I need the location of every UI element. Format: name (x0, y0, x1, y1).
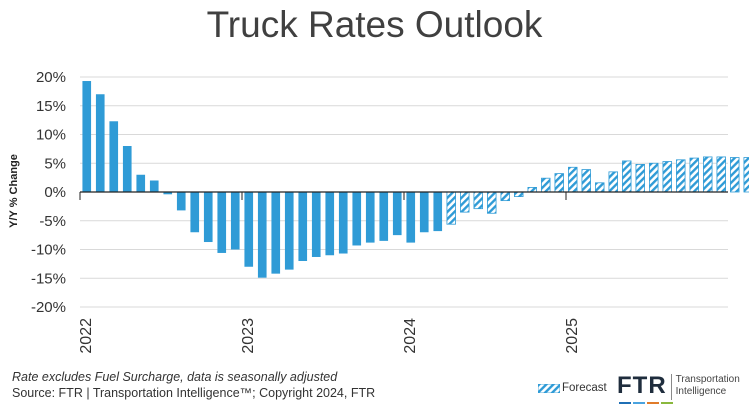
actual-bar (149, 180, 159, 192)
actual-bar (365, 192, 375, 243)
y-tick-label: 20% (36, 69, 66, 86)
actual-bar (203, 192, 213, 243)
forecast-bar (446, 191, 456, 225)
actual-bar (433, 192, 443, 232)
actual-bar (257, 192, 267, 278)
forecast-bar (460, 191, 470, 213)
chart-title: Truck Rates Outlook (206, 4, 543, 45)
bar-chart: 20%15%10%5%0%-5%-10%-15%-20% 2022 2023 202… (31, 69, 749, 354)
y-tick-label: -5% (39, 213, 66, 230)
forecast-bar (703, 156, 713, 193)
logo-tagline: Transportation Intelligence (676, 374, 740, 398)
y-tick-label: 10% (36, 127, 66, 144)
logo-color-stripes (619, 402, 673, 404)
year-label: 2025 (564, 318, 581, 354)
legend-forecast-label: Forecast (562, 382, 607, 394)
actual-bar (338, 192, 348, 254)
y-tick-label: -10% (31, 242, 66, 259)
forecast-bar (514, 191, 524, 197)
forecast-bar (635, 163, 645, 193)
logo-tagline-line2: Intelligence (675, 386, 727, 397)
logo-divider (670, 374, 672, 400)
forecast-bar (689, 157, 699, 193)
year-labels: 2022 2023 2024 2025 (78, 318, 581, 354)
forecast-bar (743, 157, 749, 193)
actual-bar (419, 192, 429, 233)
year-label: 2023 (240, 318, 257, 354)
forecast-bar (527, 186, 537, 193)
forecast-bar (676, 159, 686, 193)
forecast-bar (554, 173, 564, 193)
actual-bar (217, 192, 227, 253)
actual-bar (176, 192, 186, 211)
footnote-source: Source: FTR | Transportation Intelligenc… (12, 386, 376, 400)
forecast-bar (487, 191, 497, 214)
legend: Forecast (538, 382, 607, 394)
year-label: 2022 (78, 318, 95, 354)
forecast-bar (662, 161, 672, 193)
actual-bar (298, 192, 308, 261)
actual-bar (271, 192, 281, 274)
actual-bar (325, 192, 335, 256)
x-axis (79, 191, 728, 200)
forecast-bar (649, 162, 659, 193)
forecast-bar (500, 191, 510, 202)
y-tick-label: 15% (36, 98, 66, 115)
actual-bar (136, 174, 146, 192)
actual-bar (284, 192, 294, 270)
logo-stripe (633, 402, 645, 404)
y-axis-label: Y/Y % Change (8, 154, 20, 228)
actual-bar (109, 121, 119, 192)
y-tick-label: -15% (31, 270, 66, 287)
forecast-bar (730, 157, 740, 193)
forecast-bar (716, 156, 726, 193)
logo-stripe (647, 402, 659, 404)
actual-bar (190, 192, 200, 233)
actual-bar (311, 192, 321, 257)
forecast-bar (473, 191, 483, 210)
actual-bar (230, 192, 240, 250)
y-tick-labels: 20% 15% 10% 5% 0% -5% -10% -15% -20% (31, 69, 66, 316)
logo-stripe (619, 402, 631, 404)
y-gridlines (80, 76, 728, 308)
actual-bar (95, 94, 105, 192)
y-tick-label: 5% (44, 155, 66, 172)
actual-bar (122, 146, 132, 192)
y-tick-label: 0% (44, 184, 66, 201)
logo-stripe (661, 402, 673, 404)
forecast-bar (595, 182, 605, 193)
forecast-bar (581, 169, 591, 193)
forecast-bar (622, 160, 632, 193)
forecast-bar (608, 171, 618, 193)
actual-bar (392, 192, 402, 236)
actual-bar (244, 192, 254, 267)
actual-bar (82, 81, 92, 192)
logo-tagline-line1: Transportation (675, 374, 740, 385)
logo-wordmark: FTR (617, 372, 667, 399)
y-axis-label-box: Y/Y % Change (8, 154, 20, 228)
year-label: 2024 (402, 318, 419, 354)
footnote-rate: Rate excludes Fuel Surcharge, data is se… (12, 370, 338, 384)
forecast-bar (541, 177, 551, 193)
y-tick-label: -20% (31, 299, 66, 316)
actual-bar (379, 192, 389, 241)
actual-bar (352, 192, 362, 246)
forecast-bar (568, 166, 578, 193)
actual-bar (406, 192, 416, 243)
forecast-swatch (538, 383, 560, 393)
bar-series (82, 81, 749, 278)
actual-bar (163, 192, 173, 195)
ftr-logo: FTR Transportation Intelligence (617, 372, 740, 404)
